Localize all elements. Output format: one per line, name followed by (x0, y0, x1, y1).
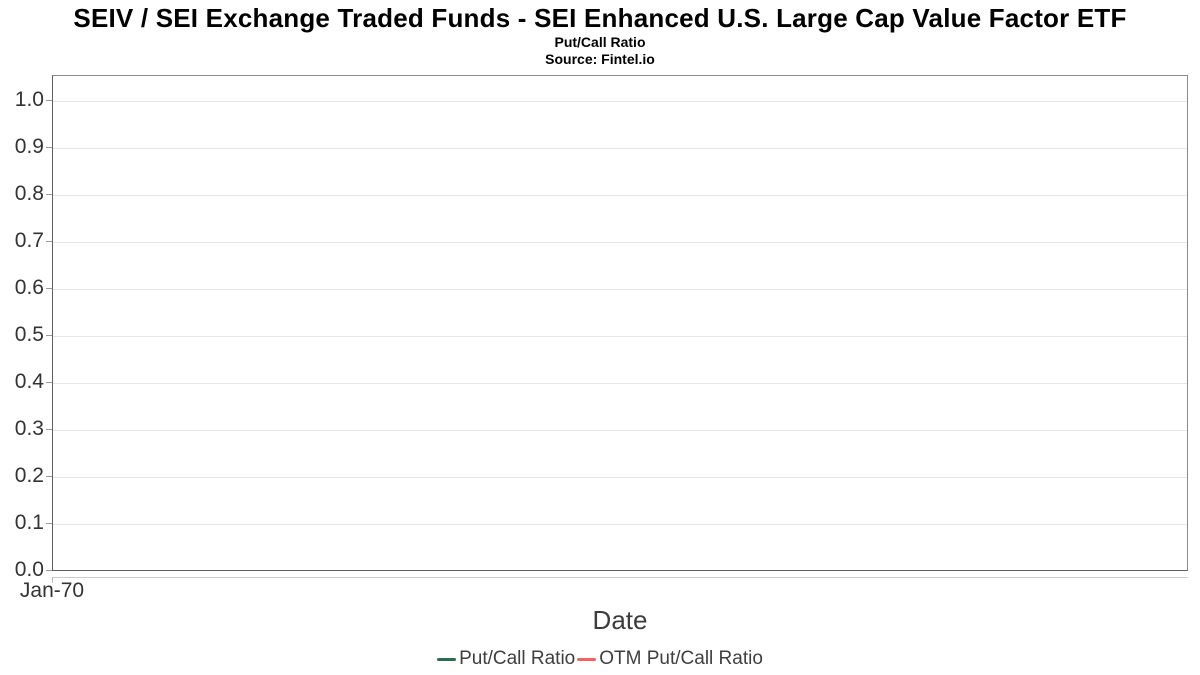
y-axis-label: 1.0 (14, 88, 44, 111)
x-axis-title: Date (592, 605, 648, 635)
y-axis-tick (46, 100, 52, 101)
legend-label: Put/Call Ratio (459, 648, 576, 669)
y-axis-label: 0.3 (14, 417, 44, 440)
y-axis-tick (46, 241, 52, 242)
y-axis-label: 0.2 (14, 464, 44, 487)
plot-area (52, 75, 1188, 571)
y-axis-label: 0.0 (14, 558, 44, 581)
y-axis-tick (46, 194, 52, 195)
gridline (53, 289, 1187, 290)
y-axis-tick (46, 429, 52, 430)
y-axis-label: 0.4 (14, 370, 44, 393)
gridline (53, 430, 1187, 431)
y-axis-tick (46, 147, 52, 148)
y-axis-label: 0.7 (14, 229, 44, 252)
gridline (53, 477, 1187, 478)
gridline (53, 524, 1187, 525)
x-axis-tick-label: Jan-70 (19, 579, 85, 602)
chart-source-label: Source: Fintel.io (545, 51, 655, 67)
gridline (53, 383, 1187, 384)
chart-subtitle: Put/Call Ratio (554, 34, 646, 50)
line-marker-icon (437, 657, 457, 661)
chart-title: SEIV / SEI Exchange Traded Funds - SEI E… (73, 3, 1127, 33)
y-axis-tick (46, 523, 52, 524)
y-axis-label: 0.1 (14, 511, 44, 534)
y-axis-label: 0.8 (14, 182, 44, 205)
y-axis-tick (46, 476, 52, 477)
gridline (53, 148, 1187, 149)
legend: Put/Call Ratio OTM Put/Call Ratio (0, 646, 1200, 672)
y-axis-label: 0.5 (14, 323, 44, 346)
y-axis-tick (46, 335, 52, 336)
x-axis-tick (52, 577, 53, 583)
y-axis-tick (46, 382, 52, 383)
gridline (53, 195, 1187, 196)
y-axis-label: 0.9 (14, 135, 44, 158)
legend-label: OTM Put/Call Ratio (599, 648, 763, 669)
x-axis-line (52, 577, 1188, 578)
y-axis-tick (46, 288, 52, 289)
legend-item-put-call-ratio[interactable]: Put/Call Ratio (437, 646, 575, 672)
line-marker-icon (577, 657, 597, 661)
legend-item-otm-put-call-ratio[interactable]: OTM Put/Call Ratio (577, 646, 763, 672)
gridline (53, 101, 1187, 102)
y-axis-label: 0.6 (14, 276, 44, 299)
gridline (53, 336, 1187, 337)
y-axis-tick (46, 570, 52, 571)
gridline (53, 242, 1187, 243)
